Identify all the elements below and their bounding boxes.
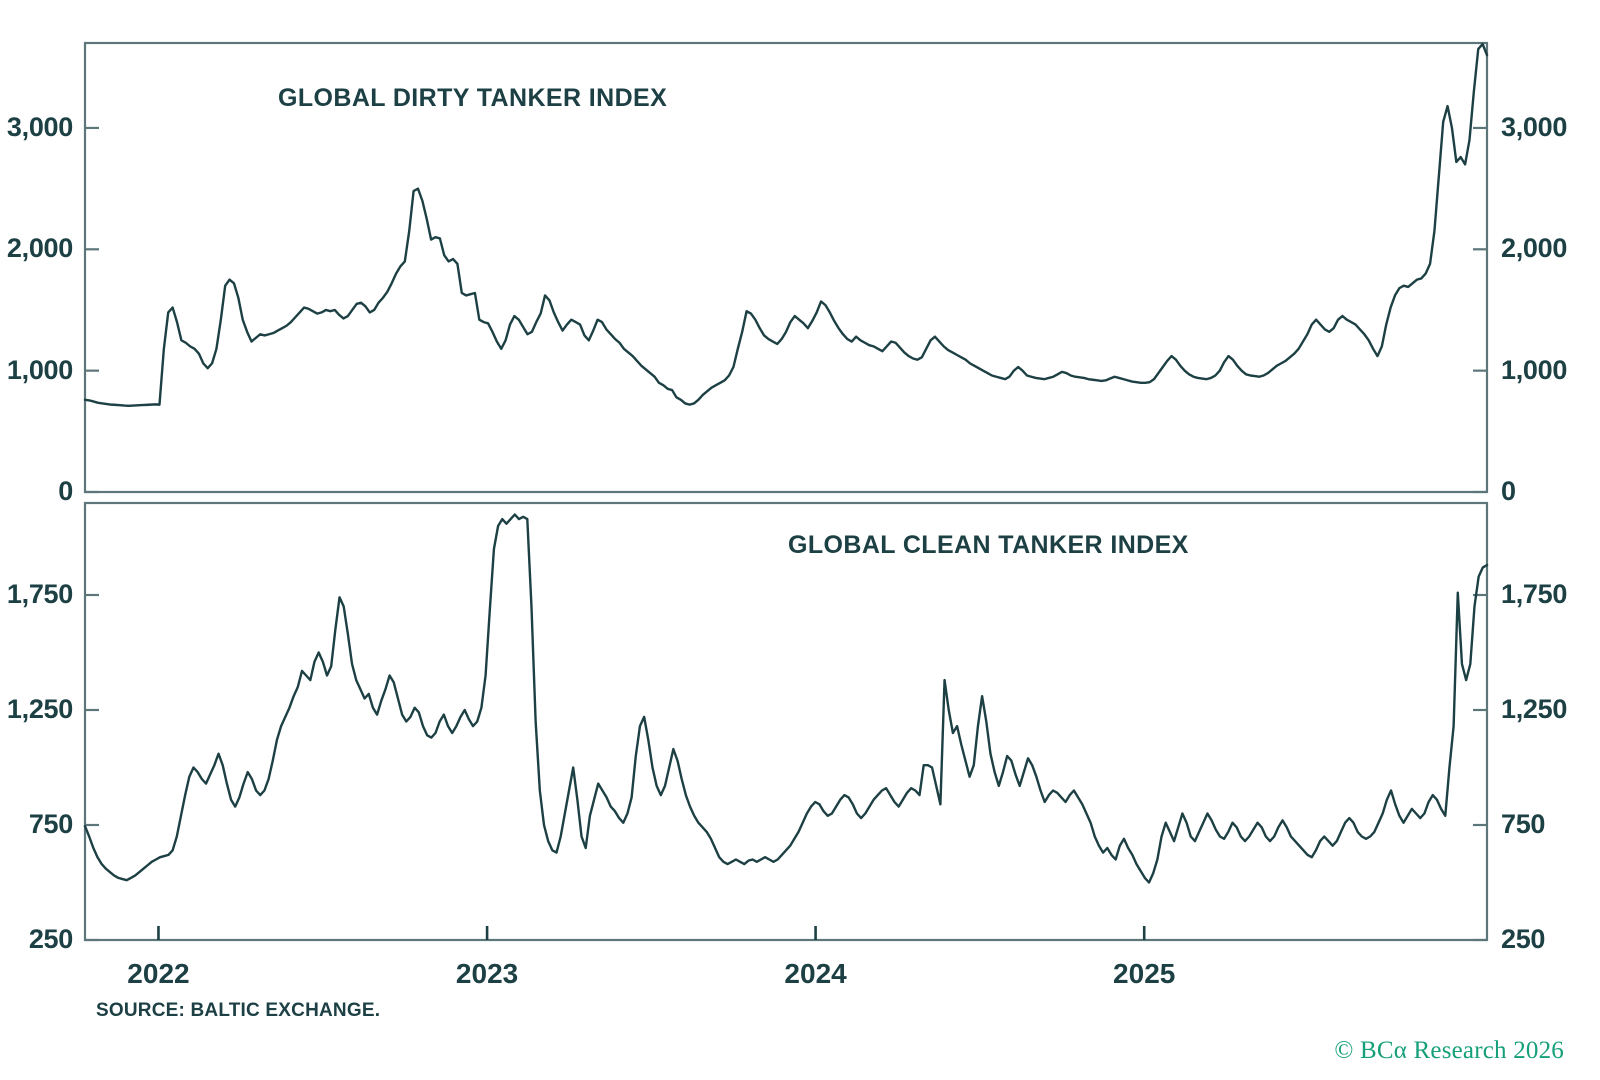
top-series-line xyxy=(83,42,1489,408)
x-tick-2024: 2024 xyxy=(784,958,847,989)
bottom-plot-frame xyxy=(83,501,1489,942)
top-plot-frame xyxy=(83,41,1489,494)
bottom-series-line xyxy=(83,513,1489,884)
clean-tanker-title: GLOBAL CLEAN TANKER INDEX xyxy=(788,531,1189,559)
top-ytick-right: 3,000 xyxy=(1501,111,1568,142)
bottom-ytick-left: 750 xyxy=(28,809,73,839)
source-note: SOURCE: BALTIC EXCHANGE. xyxy=(96,1000,381,1021)
x-tick-2023: 2023 xyxy=(455,958,519,989)
bottom-ytick-right: 750 xyxy=(1501,809,1546,839)
bottom-ytick-right: 1,250 xyxy=(1501,694,1568,724)
top-ytick-left: 0 xyxy=(58,476,73,506)
bottom-ytick-right: 250 xyxy=(1501,924,1546,954)
top-ytick-right: 0 xyxy=(1501,476,1516,506)
top-ytick-right: 2,000 xyxy=(1501,233,1568,264)
bottom-ytick-left: 1,250 xyxy=(6,694,73,724)
top-ytick-left: 3,000 xyxy=(6,111,73,142)
top-ytick-left: 1,000 xyxy=(6,354,73,385)
top-ytick-left: 2,000 xyxy=(6,233,73,264)
x-tick-2022: 2022 xyxy=(127,958,190,989)
dirty-tanker-title: GLOBAL DIRTY TANKER INDEX xyxy=(278,84,668,112)
copyright-notice: © BCα Research 2026 xyxy=(1334,1037,1564,1064)
x-tick-2025: 2025 xyxy=(1113,958,1176,989)
bottom-ytick-left: 250 xyxy=(28,924,73,954)
bottom-ytick-right: 1,750 xyxy=(1501,579,1568,609)
bottom-ytick-left: 1,750 xyxy=(6,579,73,609)
top-ytick-right: 1,000 xyxy=(1501,354,1568,385)
